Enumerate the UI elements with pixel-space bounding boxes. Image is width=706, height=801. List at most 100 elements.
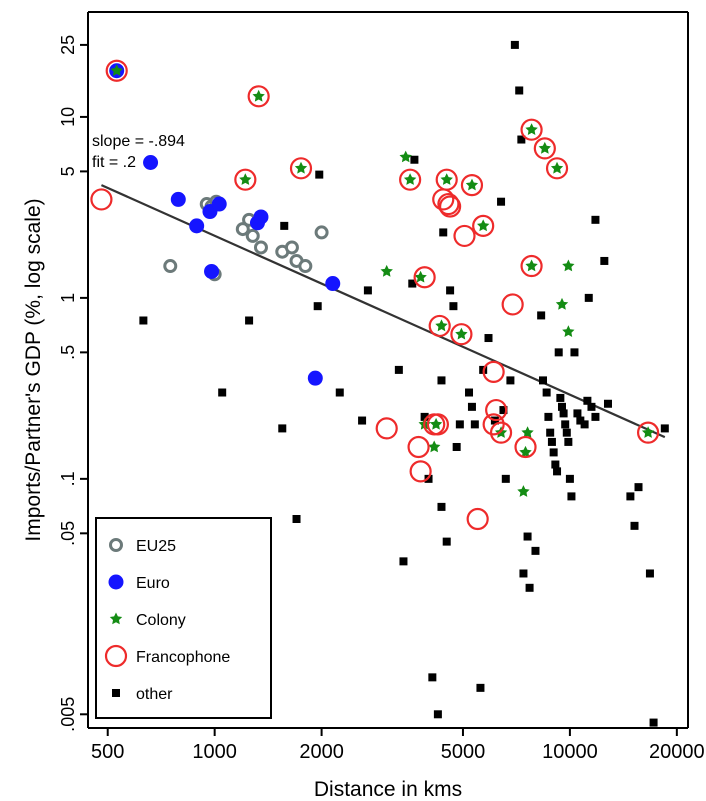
eu25-point [163, 259, 178, 274]
francophone-point [482, 413, 505, 436]
francophone-point [489, 421, 513, 444]
colony-point [562, 259, 575, 272]
other-point [567, 492, 576, 501]
other-point [399, 557, 408, 566]
eu25-point [298, 259, 313, 274]
other-point [626, 492, 635, 501]
legend-label-euro: Euro [136, 575, 170, 592]
eu25-point [235, 222, 250, 237]
other-point [634, 483, 643, 492]
fit-annotation: fit = .2 [92, 154, 136, 171]
y-tick-label: 1 [58, 293, 78, 303]
x-axis-ticks: 500 1000 2000 5000 10000 20000 [91, 728, 705, 763]
colony-point [550, 161, 564, 174]
other-point [600, 256, 609, 265]
colony-point [641, 426, 655, 438]
eu25-point [314, 225, 329, 240]
francophone-point [409, 460, 432, 483]
euro-point [307, 370, 323, 386]
y-tick-label: .1 [58, 471, 78, 486]
francophone-point [485, 398, 508, 422]
eu25-point [245, 228, 260, 243]
other-point [603, 399, 612, 408]
francophone-point [90, 188, 113, 211]
euro-point [143, 154, 159, 170]
legend-label-colony: Colony [136, 612, 186, 629]
euro-point [325, 276, 341, 292]
other-point [537, 311, 546, 320]
francophone-point [437, 192, 460, 216]
legend-box [95, 517, 272, 719]
other-point [139, 316, 148, 325]
francophone-point [636, 421, 660, 444]
colony-point [252, 89, 265, 102]
x-axis-label: Distance in kms [314, 778, 462, 801]
other-point [570, 348, 579, 357]
colony-point [455, 327, 468, 340]
eu25-point [253, 240, 268, 255]
other-point [292, 515, 301, 524]
francophone-point [289, 157, 313, 180]
other-point [564, 437, 573, 446]
other-point [576, 416, 585, 425]
other-point [420, 412, 429, 421]
other-point [523, 532, 532, 541]
colony-point [435, 319, 448, 332]
francophone-point [545, 157, 569, 180]
other-point [544, 412, 553, 421]
euro-point [170, 191, 186, 207]
other-point [517, 135, 526, 144]
other-point [557, 402, 566, 411]
other-point [499, 406, 508, 415]
other-point [428, 673, 437, 682]
francophone-point [247, 85, 270, 108]
other-point [501, 474, 510, 483]
other-point [218, 388, 227, 397]
colony-point [414, 270, 427, 283]
colony-point [440, 173, 453, 185]
legend-marker-colony [109, 612, 123, 625]
francophone-point [426, 413, 449, 436]
other-point [470, 420, 479, 429]
other-point [515, 86, 524, 95]
other-point [565, 474, 574, 483]
colony-point [294, 161, 308, 174]
francophone-point [439, 195, 462, 218]
francophone-point [482, 360, 505, 383]
colony-point [525, 259, 538, 272]
francophone-point [413, 266, 436, 289]
colony-point [429, 417, 443, 430]
other-point [437, 502, 446, 511]
y-axis-ticks: 25 10 5 1 .5 .1 .05 .005 [58, 35, 88, 732]
other-point [433, 710, 442, 719]
other-point [410, 155, 419, 164]
francophone-point [435, 168, 458, 191]
euro-point [253, 209, 269, 225]
francophone-point [234, 168, 257, 191]
legend-marker-francophone [104, 644, 128, 668]
colony-point [403, 173, 417, 185]
francophone-point [375, 417, 398, 440]
other-point [645, 569, 654, 578]
francophone-point [472, 214, 495, 237]
other-point [554, 348, 563, 357]
colony-point [428, 440, 441, 453]
colony-point [239, 173, 252, 185]
y-tick-label: 5 [58, 166, 78, 176]
colony-point [555, 297, 569, 310]
x-tick-label: 1000 [192, 741, 237, 763]
other-point [358, 416, 367, 425]
colony-point [538, 141, 551, 154]
x-tick-label: 10000 [542, 741, 598, 763]
other-point [506, 376, 515, 385]
other-point [562, 428, 571, 437]
colony-point [525, 123, 538, 135]
other-point [649, 718, 658, 727]
other-point [467, 402, 476, 411]
francophone-point [453, 224, 476, 248]
other-point [591, 215, 600, 224]
other-point [660, 424, 669, 433]
other-point [553, 467, 562, 476]
legend-marker-euro [108, 574, 124, 590]
other-point [584, 293, 593, 302]
